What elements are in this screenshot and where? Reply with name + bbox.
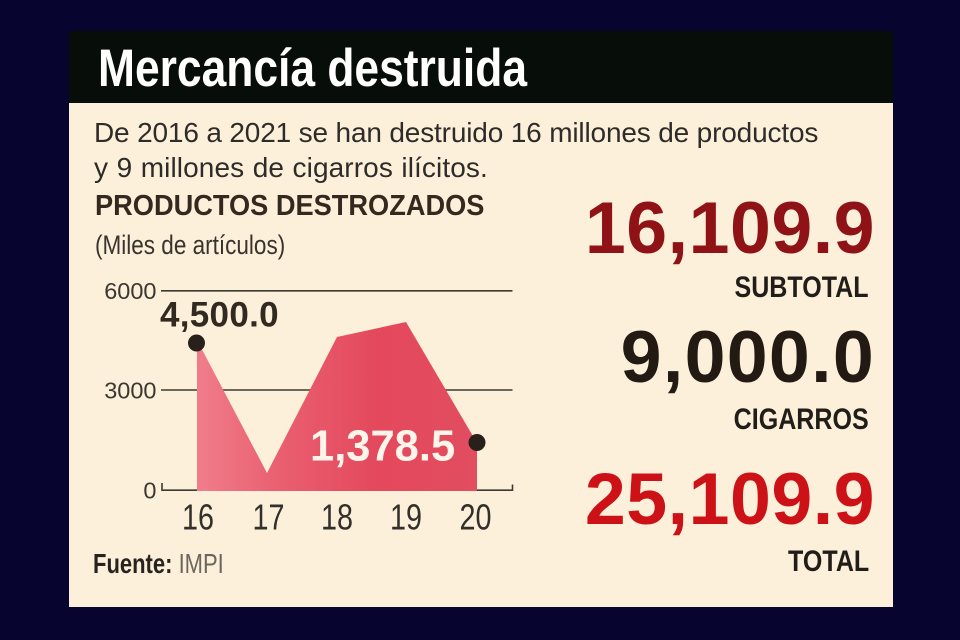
svg-text:4,500.0: 4,500.0: [160, 296, 279, 335]
svg-text:17: 17: [253, 497, 285, 538]
svg-text:19: 19: [390, 497, 422, 538]
svg-text:0: 0: [143, 477, 156, 503]
svg-text:16: 16: [182, 497, 214, 538]
svg-text:1,378.5: 1,378.5: [310, 423, 455, 471]
svg-text:3000: 3000: [104, 377, 156, 403]
svg-text:18: 18: [321, 497, 353, 538]
svg-text:20: 20: [460, 497, 492, 538]
svg-text:6000: 6000: [104, 278, 156, 304]
